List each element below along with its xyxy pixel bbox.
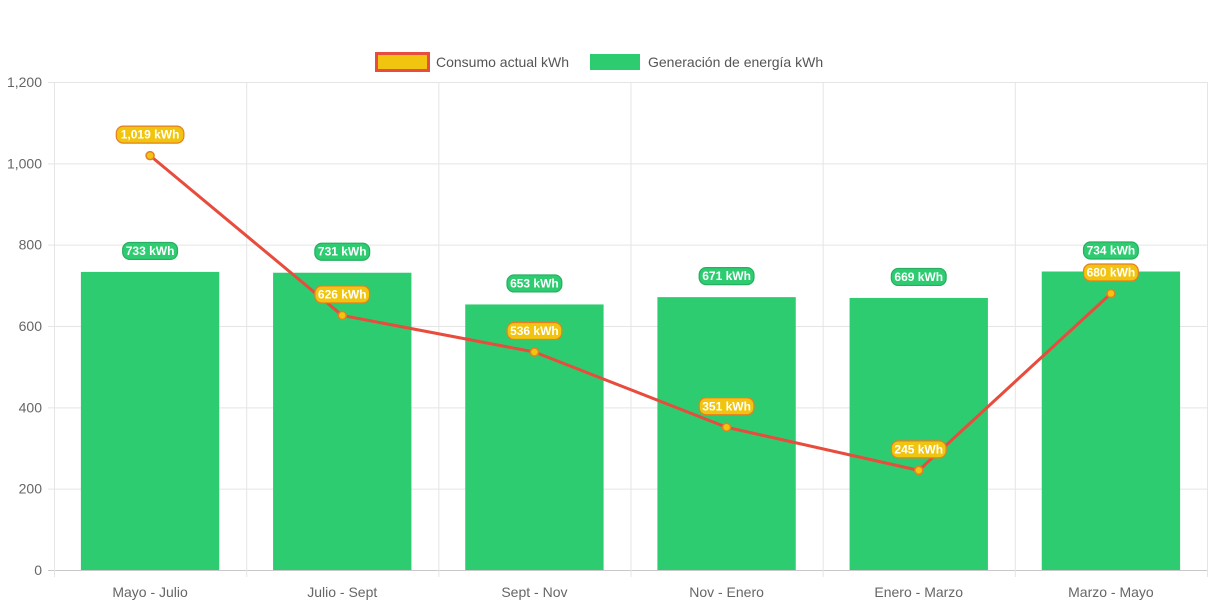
data-label-bg xyxy=(314,242,371,261)
bars xyxy=(80,271,1181,570)
data-labels: 733 kWh 731 kWh 653 kWh 671 kWh 669 kWh 734 k… xyxy=(115,125,1139,459)
bar[interactable] xyxy=(273,272,412,570)
x-axis: Mayo - Julio Julio - Sept Sept - Nov Nov - … xyxy=(112,584,1154,600)
line-series xyxy=(149,154,1112,472)
data-label-bg xyxy=(122,241,179,261)
legend-item-consumo[interactable]: Consumo actual kWh xyxy=(375,52,570,72)
data-label: 669 kWh xyxy=(894,270,943,284)
grid xyxy=(48,82,1208,577)
line-point[interactable] xyxy=(1106,288,1116,299)
consumption-line xyxy=(145,150,1116,476)
line-point[interactable] xyxy=(914,465,924,476)
line-point[interactable] xyxy=(337,310,347,321)
bar[interactable] xyxy=(80,271,220,570)
data-label-bg xyxy=(314,285,371,304)
data-label: 245 kWh xyxy=(894,442,943,456)
legend[interactable]: Consumo actual kWh Generación de energía… xyxy=(375,52,824,72)
data-label-bg xyxy=(890,440,947,459)
y-tick-label: 1,200 xyxy=(7,74,42,90)
data-label-bg xyxy=(506,321,563,341)
data-label: 1,019 kWh xyxy=(121,128,180,142)
data-label-bg xyxy=(698,267,755,286)
x-tick-label: Mayo - Julio xyxy=(112,584,188,600)
legend-swatch-consumo xyxy=(375,52,430,72)
bar[interactable] xyxy=(849,297,988,570)
x-tick-label: Nov - Enero xyxy=(689,584,764,600)
data-label: 351 kWh xyxy=(702,399,751,413)
data-label: 734 kWh xyxy=(1087,244,1136,258)
data-label: 671 kWh xyxy=(702,269,751,283)
bar[interactable] xyxy=(1041,271,1181,570)
x-tick-label: Sept - Nov xyxy=(501,584,567,600)
legend-swatch-generacion xyxy=(590,54,640,70)
y-tick-label: 0 xyxy=(34,562,42,578)
x-tick-label: Marzo - Mayo xyxy=(1068,584,1154,600)
legend-label-generacion: Generación de energía kWh xyxy=(648,54,823,70)
data-label-bg xyxy=(890,267,947,287)
y-tick-label: 400 xyxy=(19,399,43,415)
line-point[interactable] xyxy=(145,150,155,161)
data-label: 626 kWh xyxy=(318,287,367,301)
bar[interactable] xyxy=(657,297,796,570)
line-point[interactable] xyxy=(529,347,540,357)
data-label-bg xyxy=(698,397,755,416)
data-label: 733 kWh xyxy=(126,244,175,258)
data-label-bg xyxy=(115,125,185,144)
x-tick-label: Julio - Sept xyxy=(307,584,377,600)
y-axis: 0 200 400 600 800 1,000 1,200 xyxy=(7,74,42,578)
line-point[interactable] xyxy=(721,422,732,433)
y-tick-label: 1,000 xyxy=(7,155,42,171)
data-label-bg xyxy=(1082,263,1139,282)
y-tick-label: 800 xyxy=(19,237,43,253)
data-label: 653 kWh xyxy=(510,276,559,290)
x-tick-label: Enero - Marzo xyxy=(874,584,963,600)
legend-item-generacion[interactable]: Generación de energía kWh xyxy=(590,54,823,70)
data-label-bg xyxy=(506,274,563,293)
y-tick-label: 600 xyxy=(19,318,43,334)
data-label: 731 kWh xyxy=(318,245,367,259)
data-label-bg xyxy=(1082,241,1139,260)
data-label: 536 kWh xyxy=(510,324,559,338)
data-label: 680 kWh xyxy=(1087,265,1136,279)
y-tick-label: 200 xyxy=(19,481,43,497)
legend-label-consumo: Consumo actual kWh xyxy=(436,54,569,70)
